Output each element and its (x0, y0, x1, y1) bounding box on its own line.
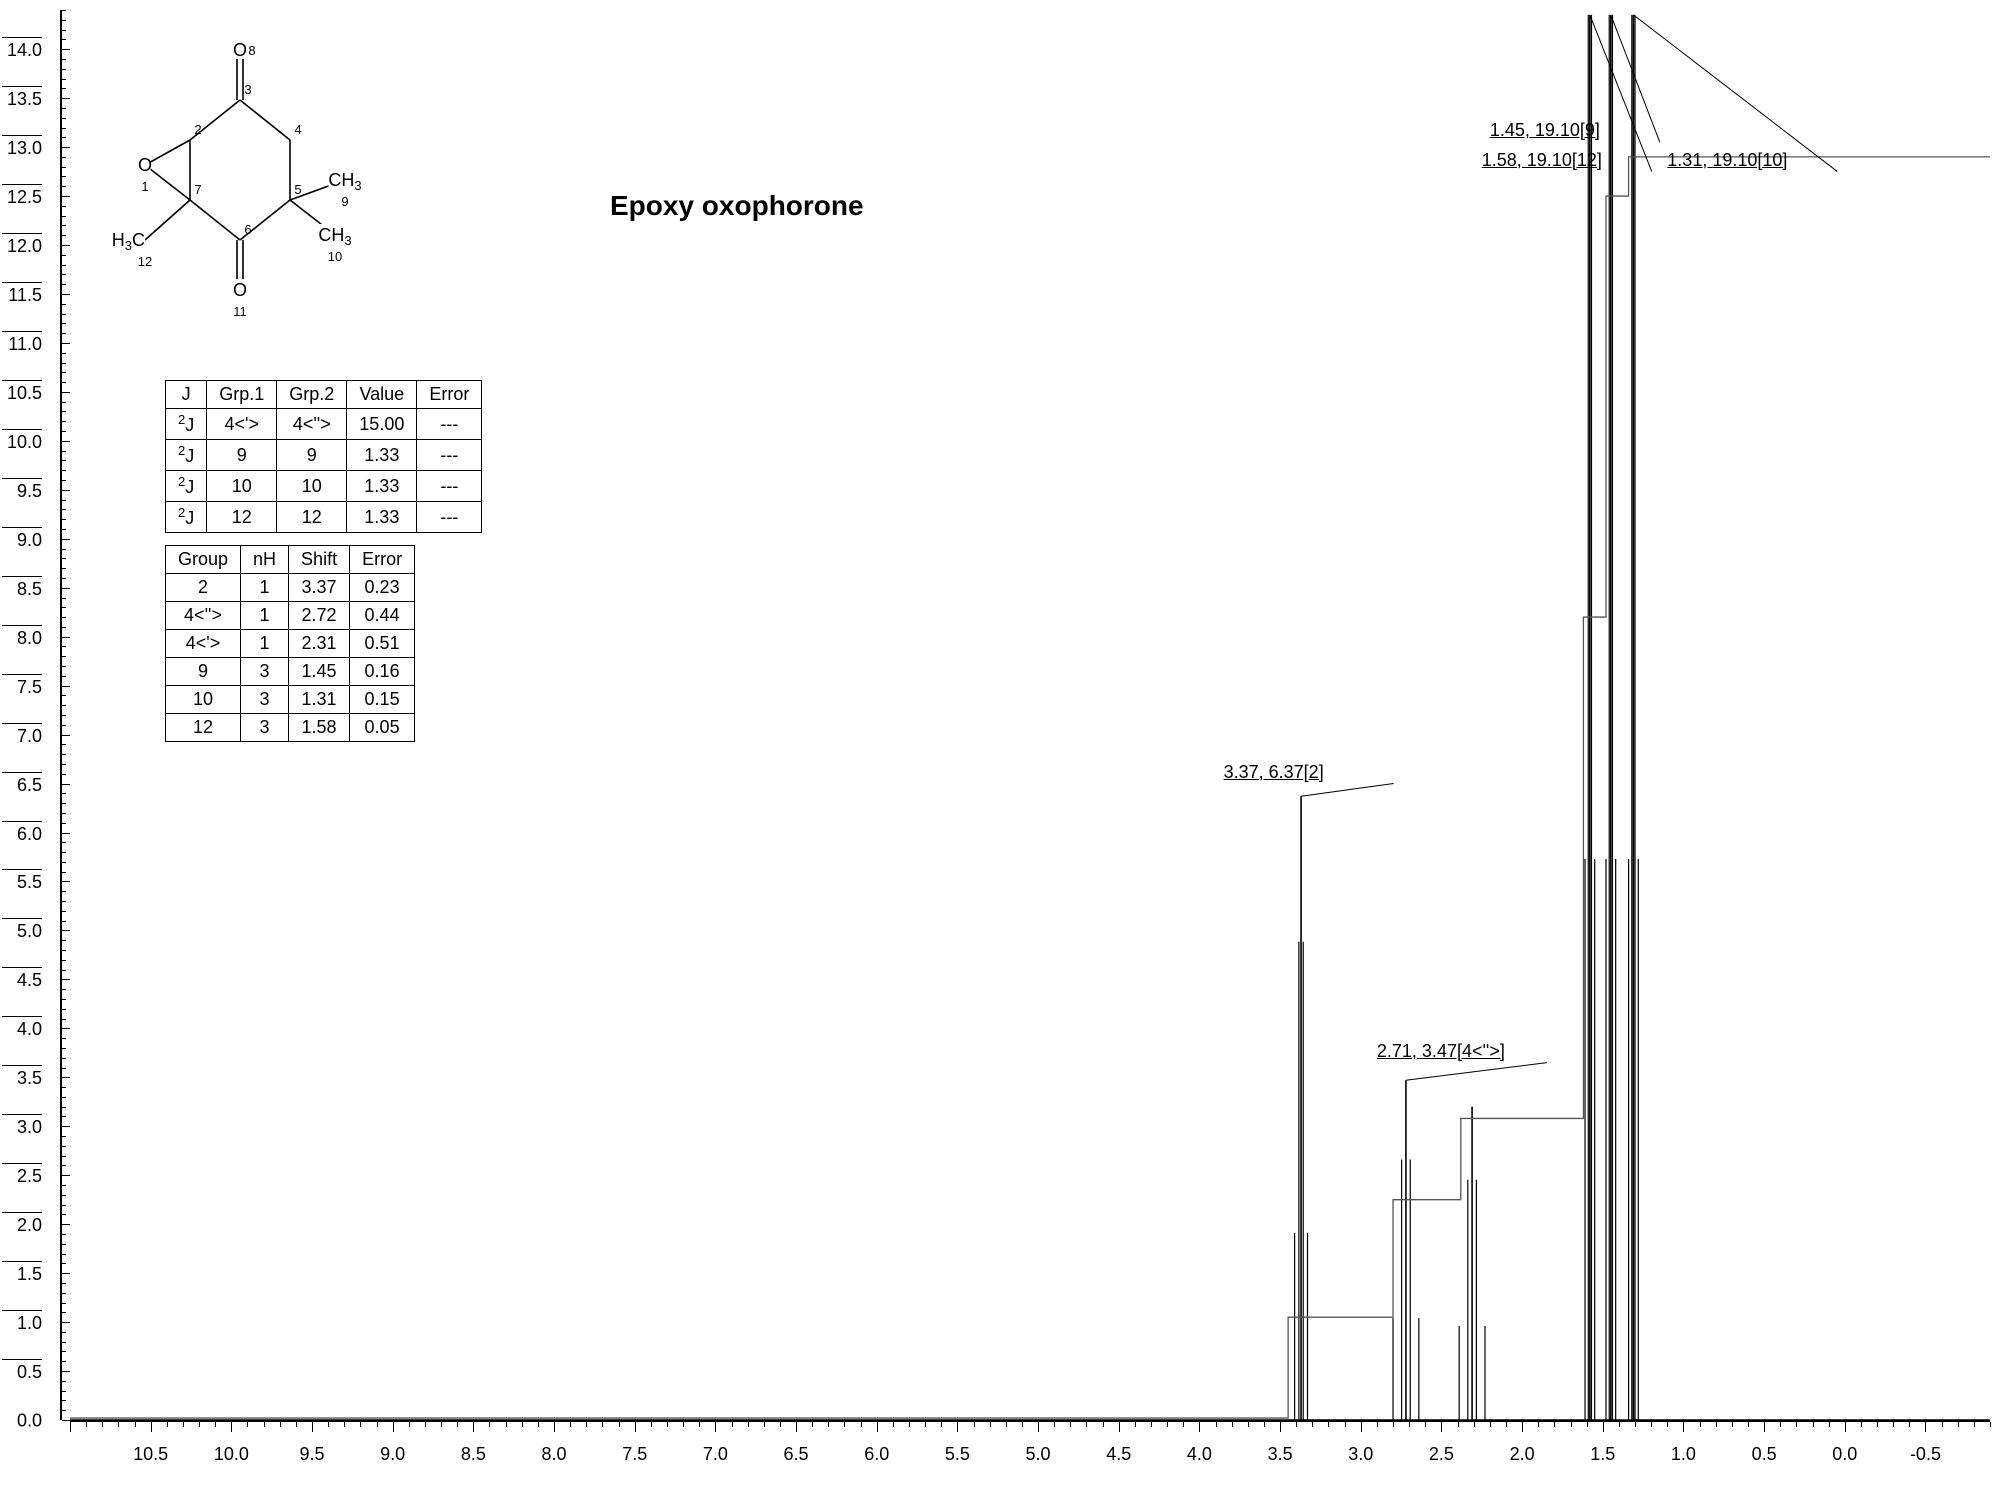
y-tick-label: 4.5 (2, 967, 42, 991)
table-header: Grp.2 (277, 381, 347, 409)
y-tick-label: 0.5 (2, 1359, 42, 1383)
y-tick-label: 2.5 (2, 1163, 42, 1187)
y-tick-label: 1.0 (2, 1310, 42, 1334)
table-header: Shift (289, 546, 350, 574)
table-row: 4<''>12.720.44 (166, 602, 415, 630)
table-header: Error (417, 381, 482, 409)
svg-text:O: O (233, 40, 247, 60)
x-tick-label: 9.5 (300, 1444, 325, 1465)
x-tick-label: 7.0 (703, 1444, 728, 1465)
y-tick-label: 6.0 (2, 821, 42, 845)
x-tick-label: 4.0 (1187, 1444, 1212, 1465)
table-header: Error (350, 546, 415, 574)
y-tick-label: 7.5 (2, 674, 42, 698)
y-axis-ruler (60, 10, 70, 1420)
molecule-svg: O8324O1756O11H3C12CH39CH310 (100, 40, 400, 320)
y-tick-label: 4.0 (2, 1016, 42, 1040)
x-tick-label: 1.0 (1671, 1444, 1696, 1465)
x-tick-label: 7.5 (622, 1444, 647, 1465)
x-tick-label: 1.5 (1590, 1444, 1615, 1465)
y-tick-label: 6.5 (2, 772, 42, 796)
svg-text:4: 4 (294, 122, 301, 137)
y-tick-label: 3.5 (2, 1065, 42, 1089)
x-tick-label: 8.5 (461, 1444, 486, 1465)
y-tick-label: 8.5 (2, 576, 42, 600)
x-tick-label: 2.5 (1429, 1444, 1454, 1465)
x-tick-label: 10.0 (214, 1444, 249, 1465)
svg-text:O: O (233, 280, 247, 300)
y-tick-label: 14.0 (2, 37, 42, 61)
svg-text:12: 12 (138, 254, 152, 269)
x-tick-label: 8.0 (542, 1444, 567, 1465)
table-header: J (166, 381, 207, 409)
table-row: 1231.580.05 (166, 714, 415, 742)
peak-label: 2.71, 3.47[4<''>] (1377, 1041, 1505, 1062)
y-tick-label: 13.5 (2, 86, 42, 110)
x-tick-label: 2.0 (1510, 1444, 1535, 1465)
y-tick-label: 8.0 (2, 625, 42, 649)
x-tick-label: 0.5 (1752, 1444, 1777, 1465)
svg-text:1: 1 (141, 179, 148, 194)
y-tick-label: 11.5 (2, 282, 42, 306)
y-tick-label: 9.5 (2, 478, 42, 502)
y-tick-label: 7.0 (2, 723, 42, 747)
table-row: 1031.310.15 (166, 686, 415, 714)
y-tick-label: 10.0 (2, 429, 42, 453)
svg-text:10: 10 (328, 249, 342, 264)
x-tick-label: 5.5 (945, 1444, 970, 1465)
svg-text:9: 9 (341, 194, 348, 209)
table-row: 4<'>12.310.51 (166, 630, 415, 658)
y-tick-label: 5.0 (2, 918, 42, 942)
svg-text:2: 2 (194, 122, 201, 137)
x-tick-label: 9.0 (380, 1444, 405, 1465)
svg-text:6: 6 (244, 222, 251, 237)
j-coupling-table: JGrp.1Grp.2ValueError2J4<'>4<''>15.00---… (165, 380, 482, 533)
table-row: 2J991.33--- (166, 440, 482, 471)
table-row: 931.450.16 (166, 658, 415, 686)
table-header: Group (166, 546, 241, 574)
y-tick-label: 3.0 (2, 1114, 42, 1138)
table-row: 2J10101.33--- (166, 471, 482, 502)
x-tick-label: 3.0 (1348, 1444, 1373, 1465)
svg-text:5: 5 (294, 182, 301, 197)
x-tick-label: 0.0 (1832, 1444, 1857, 1465)
y-tick-label: 5.5 (2, 869, 42, 893)
x-axis: 10.510.09.59.08.58.07.57.06.56.05.55.04.… (70, 1420, 1990, 1460)
x-tick-label: 4.5 (1106, 1444, 1131, 1465)
table-header: Value (347, 381, 417, 409)
y-tick-label: 11.0 (2, 331, 42, 355)
peak-label: 1.45, 19.10[9] (1490, 120, 1600, 141)
table-header: nH (241, 546, 289, 574)
shift-table: GroupnHShiftError213.370.234<''>12.720.4… (165, 545, 415, 742)
table-row: 2J12121.33--- (166, 502, 482, 533)
svg-text:7: 7 (194, 182, 201, 197)
svg-text:8: 8 (248, 43, 255, 58)
svg-text:O: O (138, 155, 152, 175)
molecule-structure: O8324O1756O11H3C12CH39CH310 (100, 40, 380, 320)
peak-label: 1.31, 19.10[10] (1667, 150, 1787, 171)
x-tick-label: 6.5 (784, 1444, 809, 1465)
peak-label: 3.37, 6.37[2] (1224, 762, 1324, 783)
x-tick-label: 6.0 (864, 1444, 889, 1465)
svg-text:11: 11 (233, 304, 247, 319)
x-tick-label: -0.5 (1910, 1444, 1941, 1465)
y-tick-label: 12.0 (2, 233, 42, 257)
y-tick-label: 12.5 (2, 184, 42, 208)
y-tick-label: 0.0 (2, 1409, 42, 1432)
chart-title: Epoxy oxophorone (610, 190, 864, 222)
y-tick-label: 13.0 (2, 135, 42, 159)
x-tick-label: 3.5 (1268, 1444, 1293, 1465)
y-tick-label: 10.5 (2, 380, 42, 404)
y-tick-label: 9.0 (2, 527, 42, 551)
x-tick-label: 5.0 (1026, 1444, 1051, 1465)
peak-label: 1.58, 19.10[12] (1482, 150, 1602, 171)
table-row: 2J4<'>4<''>15.00--- (166, 409, 482, 440)
y-tick-label: 1.5 (2, 1261, 42, 1285)
svg-text:3: 3 (244, 82, 251, 97)
y-tick-label: 2.0 (2, 1212, 42, 1236)
table-row: 213.370.23 (166, 574, 415, 602)
x-tick-label: 10.5 (133, 1444, 168, 1465)
table-header: Grp.1 (207, 381, 277, 409)
